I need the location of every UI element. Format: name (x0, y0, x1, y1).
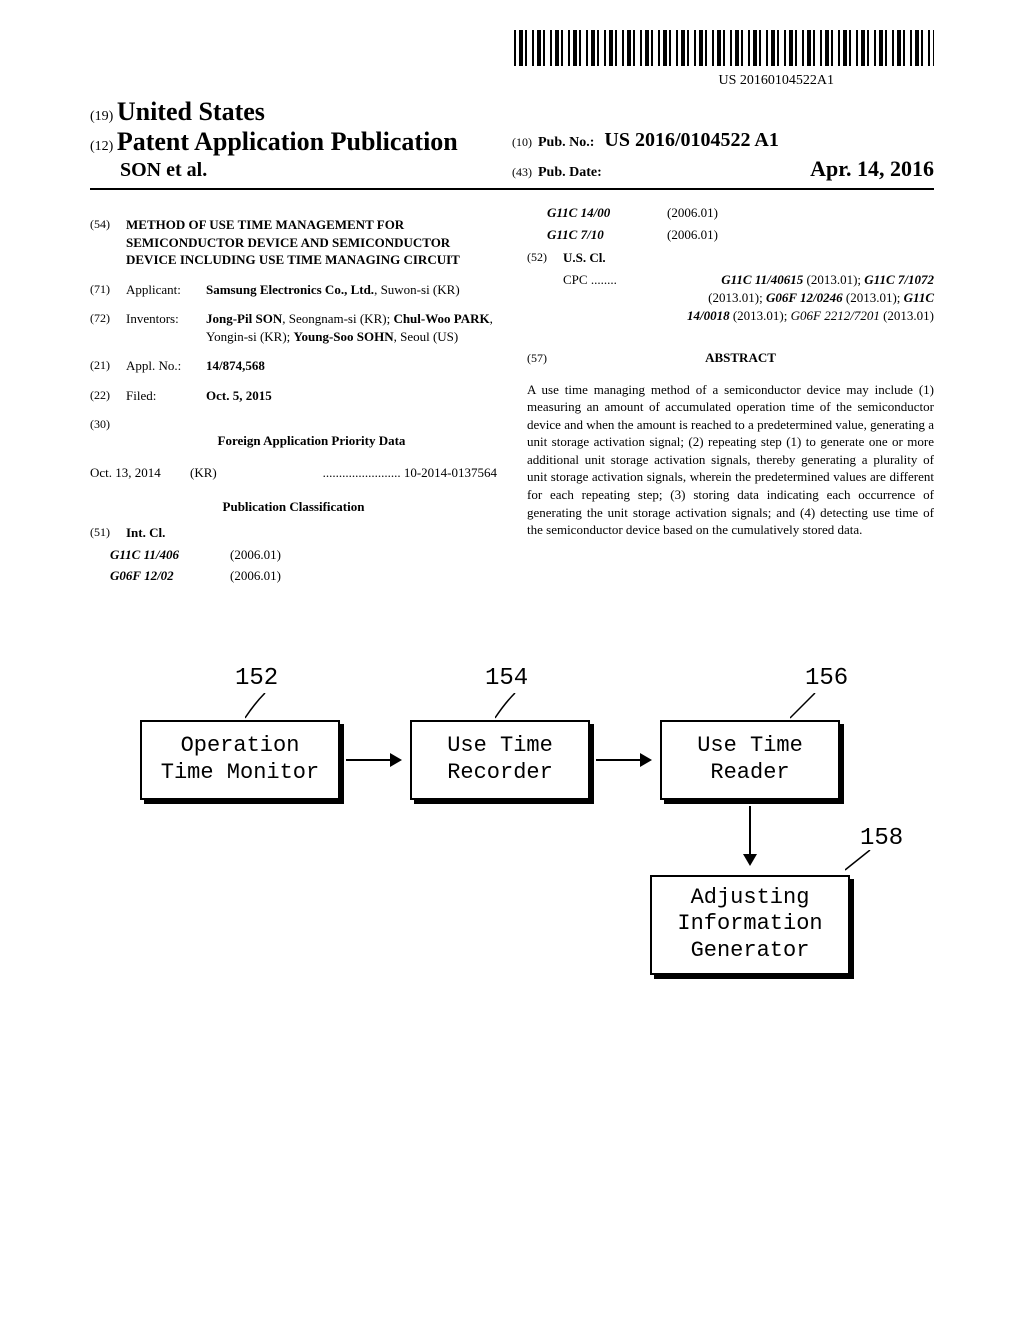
box-label-154: 154 (485, 665, 528, 692)
barcode (514, 30, 934, 66)
block-diagram: 152 Operation Time Monitor 154 Use Time … (90, 665, 934, 1085)
intcl-item-code: G11C 14/00 (527, 204, 667, 222)
uscl-label: U.S. Cl. (563, 249, 606, 267)
abstract-code: (57) (527, 350, 547, 366)
pubdate-value: Apr. 14, 2016 (810, 156, 934, 182)
pub-code: (12) (90, 139, 113, 154)
intcl-item-year: (2006.01) (667, 226, 757, 244)
applicant-code: (71) (90, 281, 126, 299)
intcl-item-code: G06F 12/02 (90, 567, 230, 585)
pubdate-code: (43) (512, 165, 532, 180)
arrow-right-icon (346, 759, 400, 761)
author-line: SON et al. (90, 159, 512, 182)
intcl-label: Int. Cl. (126, 524, 165, 542)
cpc-label: CPC ........ (563, 272, 617, 287)
leader-line (245, 693, 275, 723)
leader-line (790, 693, 820, 723)
uscl-code: (52) (527, 249, 563, 267)
inventors-code: (72) (90, 310, 126, 345)
title-code: (54) (90, 216, 126, 269)
foreign-country: (KR) (190, 464, 250, 483)
foreign-date: Oct. 13, 2014 (90, 464, 190, 483)
intcl-item-code: G11C 7/10 (527, 226, 667, 244)
box-use-time-recorder: Use Time Recorder (410, 720, 590, 800)
pubno-code: (10) (512, 135, 532, 150)
body: (54) METHOD OF USE TIME MANAGEMENT FOR S… (90, 204, 934, 585)
box-use-time-reader: Use Time Reader (660, 720, 840, 800)
filed-value: Oct. 5, 2015 (206, 387, 497, 405)
applicant-label: Applicant: (126, 281, 206, 299)
applno-value: 14/874,568 (206, 357, 497, 375)
arrow-down-icon (749, 806, 751, 864)
invention-title: METHOD OF USE TIME MANAGEMENT FOR SEMICO… (126, 216, 497, 269)
box-label-152: 152 (235, 665, 278, 692)
intcl-code: (51) (90, 524, 126, 542)
abstract-text: A use time managing method of a semicond… (527, 381, 934, 539)
pub-title: Patent Application Publication (117, 127, 458, 156)
foreign-number: 10-2014-0137564 (404, 465, 497, 480)
foreign-heading: Foreign Application Priority Data (126, 432, 497, 450)
barcode-number: US 20160104522A1 (90, 73, 934, 89)
intcl-item-code: G11C 11/406 (90, 546, 230, 564)
box-label-158: 158 (860, 825, 903, 852)
arrow-right-icon (596, 759, 650, 761)
country-code: (19) (90, 109, 113, 124)
intcl-item-year: (2006.01) (667, 204, 757, 222)
country-name: United States (117, 97, 265, 126)
applno-label: Appl. No.: (126, 357, 206, 375)
leader-line (845, 850, 875, 875)
inventors-label: Inventors: (126, 310, 206, 345)
pubdate-label: Pub. Date: (538, 165, 602, 181)
barcode-area (90, 30, 934, 71)
pubno-label: Pub. No.: (538, 135, 594, 151)
pubclass-heading: Publication Classification (90, 498, 497, 516)
applno-code: (21) (90, 357, 126, 375)
box-label-156: 156 (805, 665, 848, 692)
intcl-item-year: (2006.01) (230, 567, 320, 585)
header: (19) United States (12) Patent Applicati… (90, 97, 934, 190)
box-operation-time-monitor: Operation Time Monitor (140, 720, 340, 800)
leader-line (495, 693, 525, 723)
pubno-value: US 2016/0104522 A1 (604, 129, 778, 152)
box-adjusting-info-generator: Adjusting Information Generator (650, 875, 850, 975)
filed-label: Filed: (126, 387, 206, 405)
applicant-loc: Suwon-si (KR) (381, 282, 460, 297)
intcl-item-year: (2006.01) (230, 546, 320, 564)
abstract-label: ABSTRACT (547, 349, 934, 367)
applicant-value: Samsung Electronics Co., Ltd. (206, 282, 374, 297)
filed-code: (22) (90, 387, 126, 405)
foreign-code: (30) (90, 416, 126, 458)
